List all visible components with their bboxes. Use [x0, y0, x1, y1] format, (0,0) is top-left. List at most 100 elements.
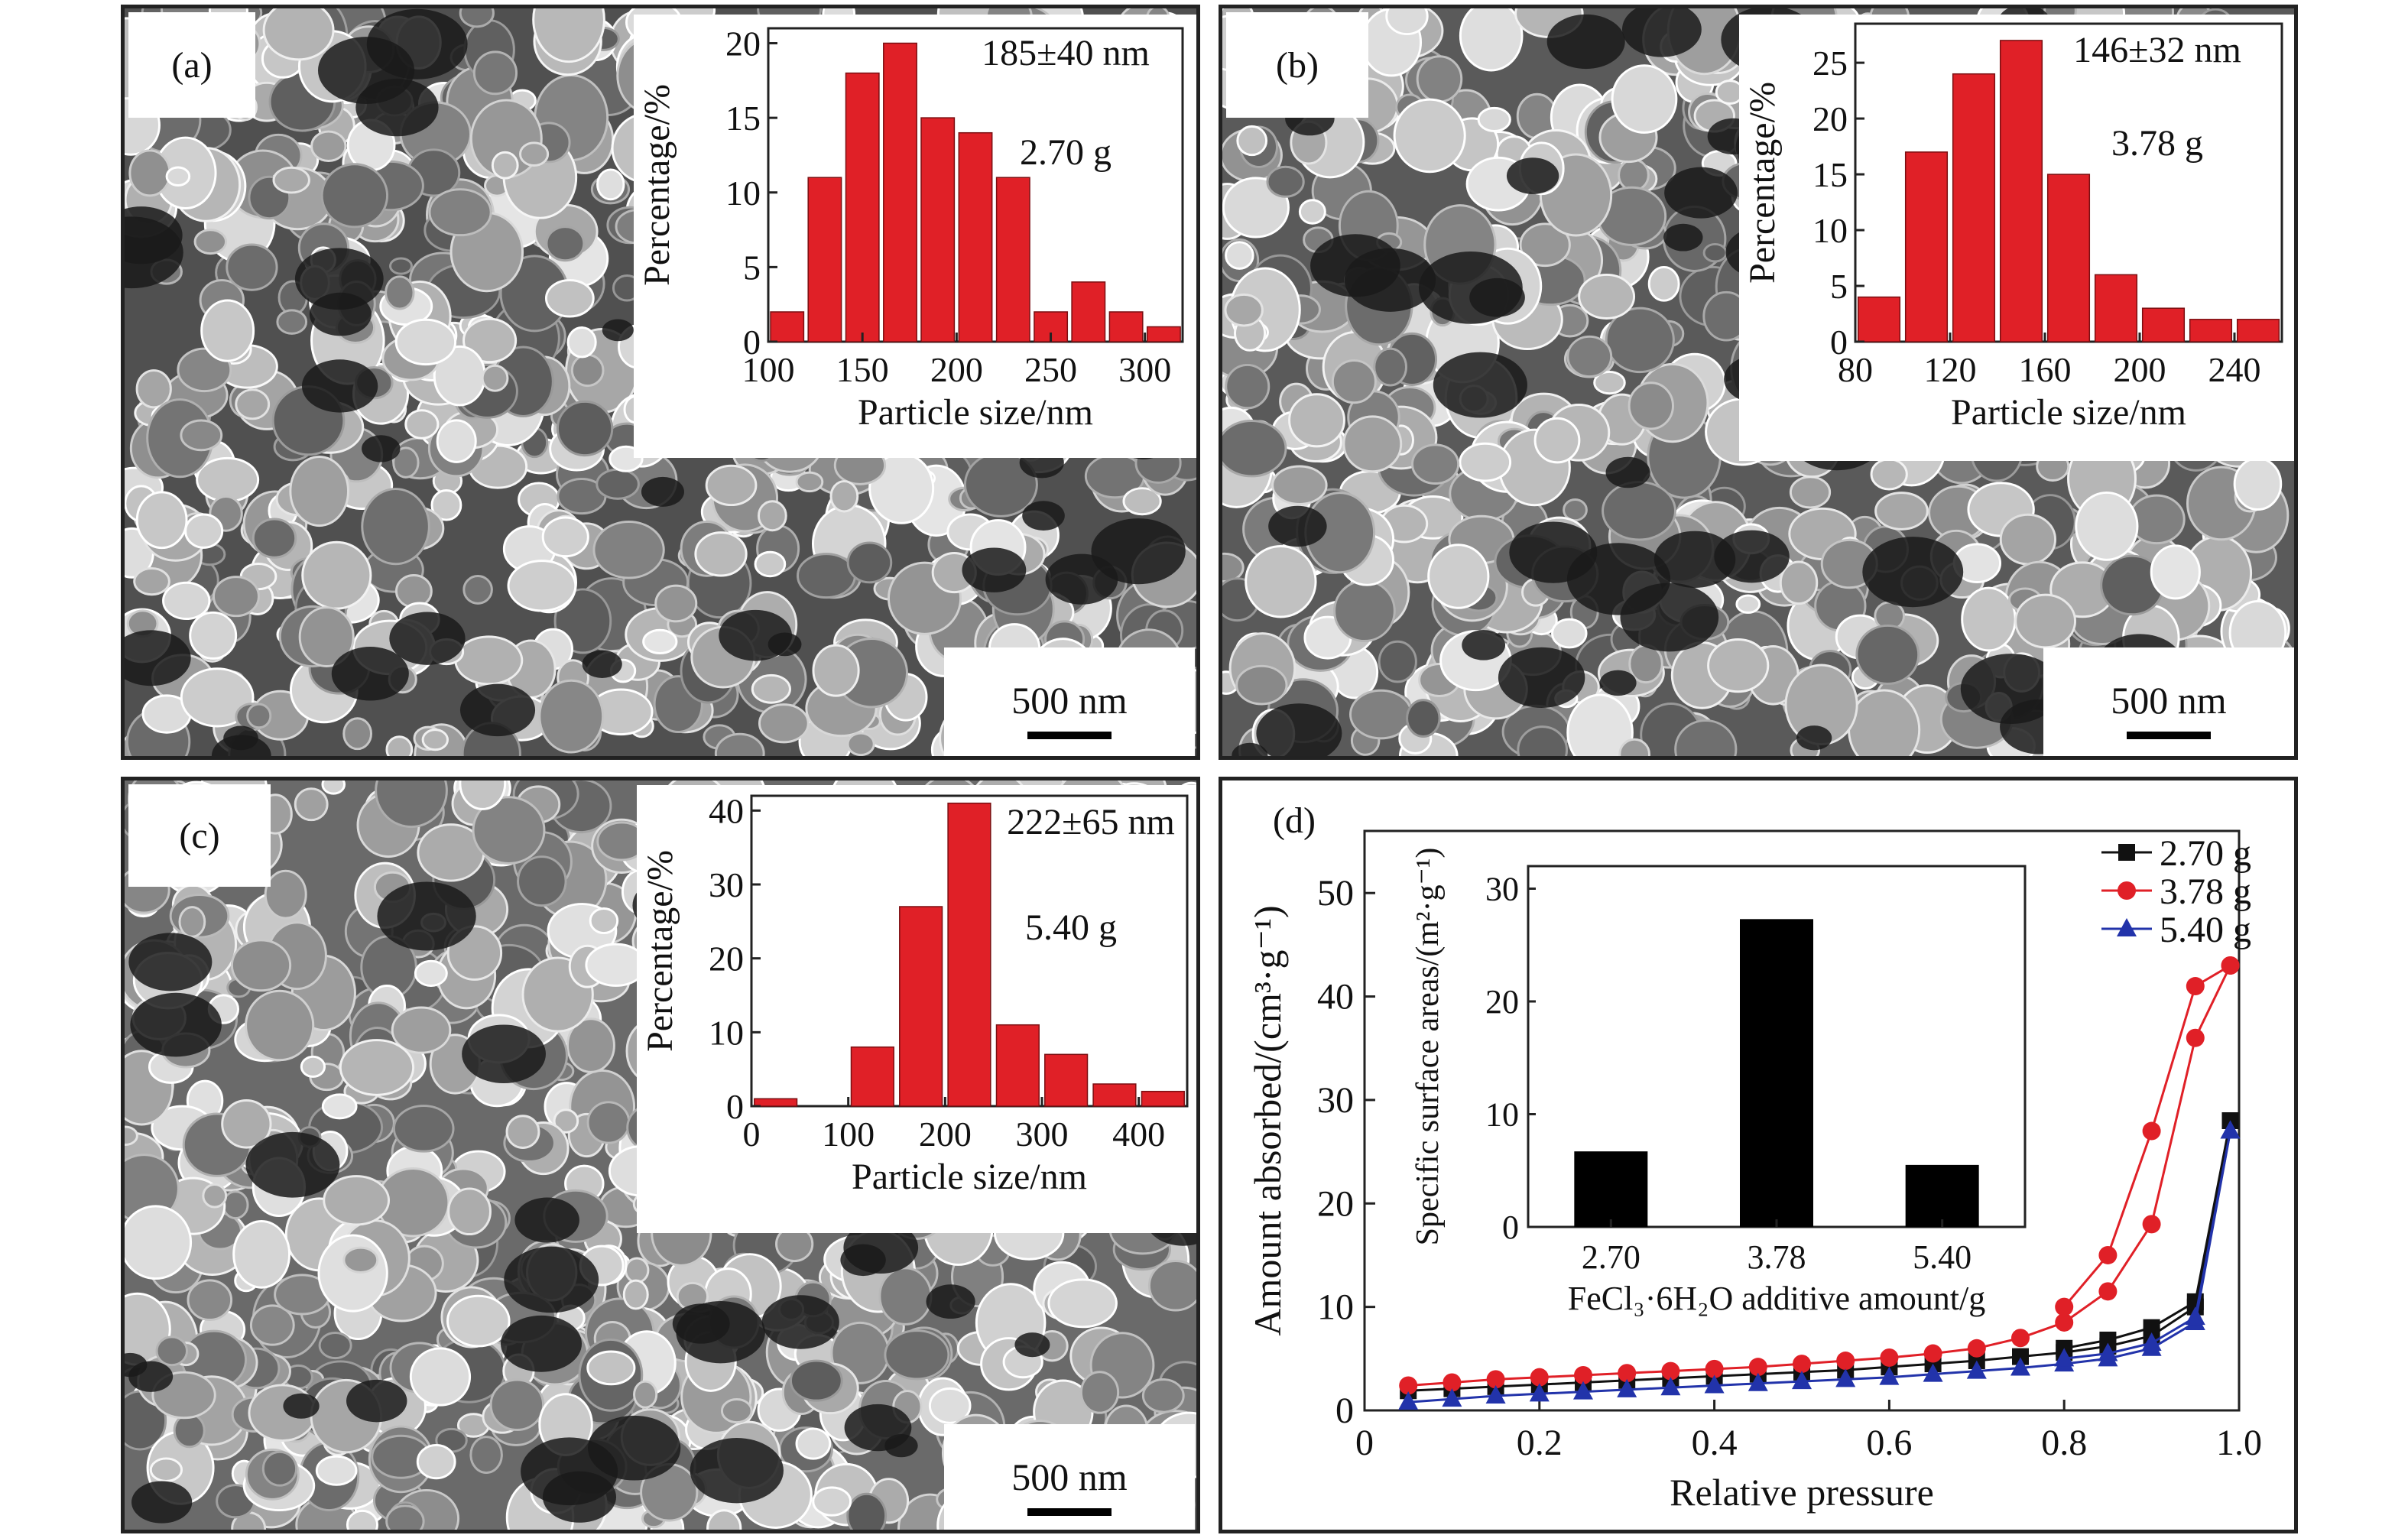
particle: [517, 855, 567, 907]
y-tick-label: 50: [1317, 873, 1354, 914]
particle: [1874, 492, 1929, 531]
particle: [321, 780, 346, 795]
data-point: [1442, 1388, 1462, 1407]
particle: [428, 188, 492, 237]
particle: [1628, 644, 1663, 684]
y-tick-label: 30: [1317, 1080, 1354, 1121]
data-point: [2098, 1245, 2118, 1264]
particle: [289, 456, 350, 527]
data-point: [1880, 1348, 1899, 1367]
y-tick-label: 0: [743, 323, 761, 362]
particle: [414, 959, 448, 987]
y-tick-label: 10: [709, 1013, 744, 1052]
pore: [1653, 531, 1736, 588]
particle: [294, 787, 329, 822]
particle: [310, 130, 347, 162]
histogram-bar: [807, 177, 842, 342]
panel-d: (d) 0 0.2 0.4 0.6 0.8 1.0 0 10 20 30 40 50 Relative …: [1219, 777, 2298, 1533]
data-point: [1967, 1339, 1986, 1358]
particle: [385, 1504, 425, 1530]
pore: [1506, 157, 1559, 194]
particle: [1566, 335, 1613, 378]
particle: [1271, 465, 1328, 505]
y-axis-label: Percentage/%: [640, 850, 680, 1052]
particle: [1517, 725, 1569, 756]
particle: [193, 229, 228, 255]
particle: [375, 780, 448, 829]
data-point: [1398, 1391, 1419, 1410]
histogram-bar: [770, 311, 805, 342]
particle: [389, 257, 414, 275]
particle: [2075, 491, 2139, 561]
histogram-bar: [2094, 274, 2138, 342]
particle: [705, 464, 758, 507]
histogram-inset-a: 100 150 200 250 300 0 5 10 15 20 Particle size/nm P…: [634, 15, 1196, 458]
pore: [719, 609, 792, 661]
particle: [1459, 8, 1524, 72]
particle: [1385, 8, 1429, 36]
legend-entry: 5.40 g: [2101, 910, 2251, 950]
pore: [211, 735, 271, 756]
particle: [392, 1105, 455, 1153]
particle: [235, 388, 271, 420]
particle: [754, 550, 787, 578]
particle: [409, 1347, 472, 1407]
particle: [884, 1329, 950, 1381]
particle: [592, 521, 665, 579]
particle: [1416, 55, 1463, 103]
data-point: [2141, 1332, 2162, 1352]
particle: [459, 8, 495, 28]
particle: [795, 471, 824, 493]
inset-x-axis-label: FeCl₃·6H₂O additive amount/g: [1568, 1280, 1985, 1317]
x-tick-label: 200: [919, 1115, 972, 1154]
particle: [472, 796, 546, 865]
particle: [262, 8, 335, 61]
particle: [519, 141, 550, 167]
data-point: [1879, 1366, 1900, 1385]
particle: [570, 353, 605, 388]
panel-label-c: (c): [128, 784, 271, 887]
particle: [2014, 593, 2077, 649]
data-point: [2220, 1120, 2241, 1139]
data-point: [1618, 1364, 1637, 1383]
particle: [149, 1457, 183, 1482]
particle: [221, 1099, 272, 1149]
particle: [1999, 513, 2057, 566]
data-point: [1529, 1383, 1550, 1402]
mean-size-annotation: 222±65 nm: [1007, 802, 1175, 842]
pore: [926, 1284, 975, 1319]
inset-x-tick-label: 3.78: [1748, 1238, 1806, 1276]
histogram-bar: [1044, 1053, 1089, 1107]
particle: [642, 628, 678, 655]
particle: [1288, 393, 1345, 448]
data-point: [1793, 1355, 1811, 1374]
particle: [342, 1246, 379, 1274]
data-point: [1617, 1378, 1637, 1397]
particle: [596, 468, 640, 500]
data-point: [2186, 977, 2205, 996]
data-point: [1661, 1361, 1680, 1381]
histogram-bar: [1904, 151, 1949, 342]
particle: [421, 729, 449, 751]
pore: [377, 881, 476, 951]
data-point: [1486, 1370, 1505, 1389]
histogram-bar: [754, 1098, 798, 1107]
pore: [676, 1300, 765, 1364]
data-point: [2186, 1028, 2205, 1047]
histogram-bar: [2189, 319, 2233, 342]
data-point: [1399, 1376, 1418, 1395]
particle: [1459, 442, 1512, 482]
x-axis-label: Particle size/nm: [852, 1157, 1087, 1197]
pore: [641, 476, 684, 507]
particle: [1647, 265, 1680, 302]
particle: [1578, 273, 1636, 320]
particle: [317, 1234, 388, 1313]
particle: [301, 540, 372, 610]
additive-amount-annotation: 2.70 g: [1020, 132, 1112, 173]
y-tick-label: 10: [1812, 211, 1848, 250]
legend-label: 3.78 g: [2160, 871, 2251, 912]
inset-y-axis-label: Specific surface areas/(m²·g⁻¹): [1410, 848, 1446, 1246]
scale-bar-a: 500 nm: [944, 647, 1195, 756]
y-tick-label: 15: [1812, 155, 1848, 194]
particle: [586, 1101, 631, 1144]
